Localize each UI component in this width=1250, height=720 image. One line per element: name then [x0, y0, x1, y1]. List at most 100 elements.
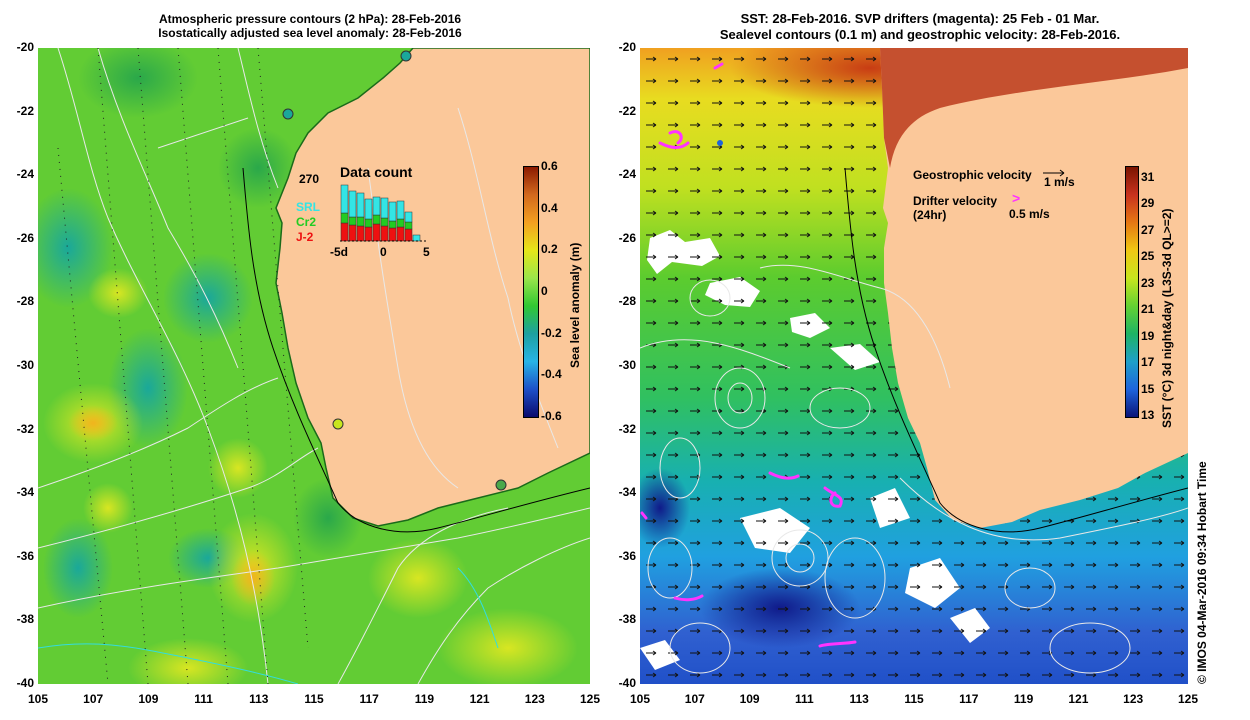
- x-axis-tick-label: 117: [359, 692, 379, 706]
- histogram-bar-segment: [396, 226, 405, 242]
- x-axis-tick-label: 121: [1068, 692, 1089, 706]
- left-title-line1: Atmospheric pressure contours (2 hPa): 2…: [158, 12, 462, 26]
- x-axis-tick-label: 123: [1123, 692, 1144, 706]
- sla-colorbar: [523, 166, 539, 418]
- y-axis-tick-label: -26: [16, 230, 34, 245]
- y-axis-tick-label: -40: [618, 676, 636, 690]
- histogram-bar-segment: [356, 192, 365, 218]
- geostrophic-arrow-icon: [1043, 169, 1065, 177]
- y-axis-tick-label: -22: [16, 103, 34, 118]
- x-axis-tick-label: 123: [524, 692, 545, 706]
- histogram-bar-segment: [380, 225, 389, 242]
- geostrophic-speed-label: 1 m/s: [1044, 175, 1075, 189]
- histogram-bar-segment: [404, 221, 413, 230]
- x-axis-tick-label: 125: [579, 692, 601, 706]
- y-axis-tick-label: -38: [16, 612, 34, 627]
- colorbar-tick-label: 29: [1141, 196, 1155, 211]
- histogram-bar-segment: [404, 228, 413, 242]
- inset-max-count: 270: [299, 172, 320, 186]
- drifter-velocity-label: Drifter velocity: [913, 194, 998, 208]
- histogram-bar-segment: [396, 200, 405, 220]
- colorbar-tick-label: 17: [1141, 355, 1155, 370]
- colorbar-tick-label: 23: [1141, 275, 1155, 290]
- y-axis-tick-label: -30: [618, 358, 636, 372]
- y-axis-tick-label: -34: [618, 485, 636, 500]
- histogram-bar-segment: [348, 216, 357, 226]
- colorbar-tick-label: 15: [1141, 381, 1155, 396]
- x-axis-tick-label: 107: [684, 692, 705, 706]
- y-axis-tick-label: -26: [618, 230, 636, 245]
- mission-cr2-label: Cr2: [296, 215, 317, 229]
- x-axis-tick-label: 109: [739, 692, 760, 706]
- x-axis-tick-label: 105: [629, 692, 651, 706]
- histogram-bar-segment: [348, 190, 357, 218]
- mission-j2-label: J-2: [296, 230, 314, 244]
- sst-colorbar-title: SST (°C) 3d night&day (L3S-3d QL>=2): [1160, 208, 1174, 429]
- y-axis-tick-label: -28: [16, 294, 34, 309]
- sst-map: [640, 48, 1188, 684]
- y-axis-tick-label: -32: [618, 421, 636, 436]
- x-axis-tick-label: 117: [959, 692, 979, 706]
- x-axis-tick-label: 109: [138, 692, 159, 706]
- histogram-bar-segment: [372, 214, 381, 225]
- x-axis-tick-label: 119: [414, 692, 435, 706]
- histogram-bar-segment: [340, 222, 349, 242]
- histogram-bar-segment: [372, 196, 381, 216]
- sea-level-anomaly-map: [38, 48, 590, 684]
- y-axis-tick-label: -38: [618, 612, 636, 627]
- x-axis-tick-label: 111: [194, 692, 213, 706]
- histogram-bar-segment: [372, 223, 381, 242]
- y-axis-tick-label: -30: [16, 358, 34, 372]
- x-axis-tick-label: 119: [1013, 692, 1034, 706]
- histogram-bar-segment: [340, 212, 349, 224]
- y-axis-tick-label: -40: [16, 676, 34, 690]
- colorbar-tick-label: 25: [1141, 249, 1155, 264]
- y-axis-tick-label: -20: [16, 40, 34, 54]
- histogram-bar-segment: [348, 224, 357, 242]
- histogram-bar-segment: [364, 226, 373, 242]
- y-axis-tick-label: -36: [618, 548, 636, 563]
- colorbar-tick-label: 27: [1141, 222, 1155, 237]
- inset-xtick-neg5: -5d: [330, 245, 348, 259]
- y-axis-tick-label: -32: [16, 421, 34, 436]
- mission-srl-label: SRL: [296, 200, 320, 214]
- data-count-histogram: [340, 184, 428, 242]
- right-title-line1: SST: 28-Feb-2016. SVP drifters (magenta)…: [740, 11, 1100, 26]
- colorbar-tick-label: 19: [1141, 328, 1155, 343]
- x-axis-tick-label: 121: [469, 692, 490, 706]
- x-axis-tick-label: 125: [1177, 692, 1199, 706]
- colorbar-tick-label: 0.4: [541, 200, 558, 215]
- histogram-bar-segment: [412, 234, 421, 242]
- geostrophic-velocity-label: Geostrophic velocity: [913, 168, 1032, 182]
- y-axis-tick-label: -36: [16, 548, 34, 563]
- histogram-bar-segment: [340, 184, 349, 214]
- histogram-bar-segment: [404, 211, 413, 223]
- sst-colorbar: [1125, 166, 1139, 418]
- y-axis-tick-label: -34: [16, 485, 34, 500]
- histogram-bar-segment: [364, 198, 373, 220]
- left-title-line2: Isostatically adjusted sea level anomaly…: [158, 26, 462, 40]
- colorbar-tick-label: 0: [541, 284, 548, 298]
- histogram-bar-segment: [380, 217, 389, 227]
- right-panel-title: SST: 28-Feb-2016. SVP drifters (magenta)…: [640, 11, 1200, 43]
- y-axis-tick-label: -24: [16, 167, 34, 182]
- inset-title: Data count: [340, 164, 413, 180]
- left-panel-title: Atmospheric pressure contours (2 hPa): 2…: [80, 12, 540, 40]
- sla-colorbar-title: Sea level anomaly (m): [568, 242, 582, 368]
- x-axis-tick-label: 113: [849, 692, 869, 706]
- x-axis-tick-label: 111: [795, 692, 814, 706]
- y-axis-tick-label: -20: [618, 40, 636, 54]
- histogram-bar-segment: [356, 225, 365, 242]
- inset-xtick-5: 5: [423, 245, 430, 259]
- histogram-bar-segment: [396, 218, 405, 228]
- sla-map-svg: [38, 48, 590, 684]
- x-axis-tick-label: 115: [304, 692, 324, 706]
- histogram-bar-segment: [388, 220, 397, 229]
- histogram-bar-segment: [356, 216, 365, 227]
- histogram-bar-segment: [380, 197, 389, 219]
- colorbar-tick-label: 0.2: [541, 242, 558, 257]
- x-axis-tick-label: 105: [27, 692, 49, 706]
- colorbar-tick-label: 21: [1141, 302, 1155, 317]
- inset-xtick-0: 0: [380, 245, 387, 259]
- histogram-bar-segment: [364, 218, 373, 228]
